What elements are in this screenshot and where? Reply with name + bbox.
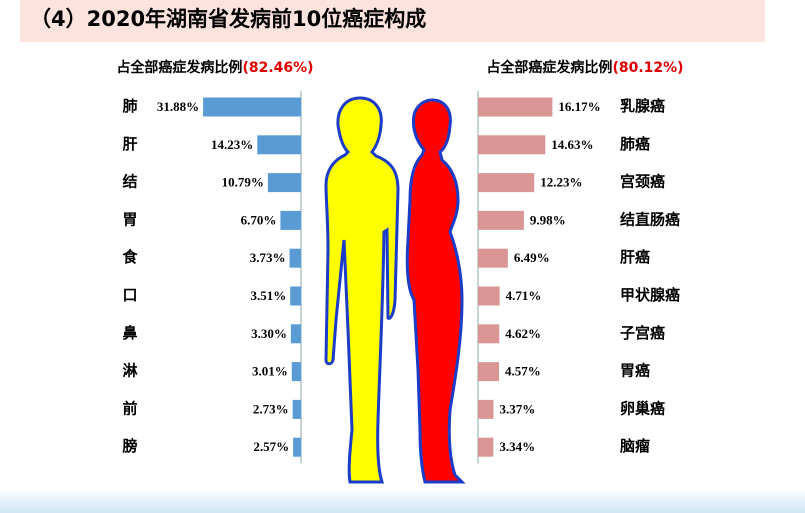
value-label: 2.73%	[253, 401, 289, 416]
category-label: 淋	[122, 362, 137, 380]
subtitle-highlight: (80.12%)	[612, 60, 683, 76]
subtitle-highlight: (82.46%)	[242, 60, 313, 76]
category-label: 肝癌	[620, 248, 650, 266]
value-label: 2.57%	[253, 439, 289, 454]
value-label: 6.49%	[514, 250, 550, 265]
bar	[478, 362, 500, 382]
category-label: 宫颈癌	[620, 173, 665, 191]
value-label: 12.23%	[540, 175, 582, 190]
value-label: 3.30%	[251, 326, 287, 341]
bar	[292, 399, 301, 419]
bar	[267, 173, 301, 193]
bar	[291, 362, 301, 382]
bar	[478, 248, 508, 268]
value-label: 9.98%	[530, 212, 566, 227]
bar	[478, 286, 500, 306]
female-silhouette	[405, 98, 466, 484]
bar	[290, 324, 301, 344]
male-silhouette	[324, 96, 400, 484]
category-label: 胃癌	[620, 362, 650, 380]
category-label: 结	[122, 173, 137, 191]
category-label: 膀	[122, 437, 137, 455]
category-label: 鼻	[122, 324, 137, 342]
value-label: 3.37%	[500, 401, 536, 416]
bar	[478, 324, 500, 344]
bottom-band	[0, 488, 805, 513]
category-label: 肺	[122, 97, 137, 115]
slide-title: （4）2020年湖南省发病前10位癌症构成	[30, 7, 426, 31]
category-label: 肺癌	[620, 135, 650, 153]
category-label: 卵巢癌	[620, 399, 665, 417]
bar	[478, 173, 535, 193]
value-label: 4.71%	[506, 288, 542, 303]
category-label: 前	[122, 399, 137, 417]
bar	[478, 97, 553, 117]
value-label: 6.70%	[241, 212, 277, 227]
title-band	[20, 0, 765, 42]
category-label: 甲状腺癌	[620, 286, 680, 304]
category-label: 胃	[122, 210, 137, 228]
chart-subtitle: 占全部癌症发病比例(82.46%)	[116, 59, 313, 76]
value-label: 16.17%	[558, 99, 600, 114]
category-label: 乳腺癌	[620, 97, 665, 115]
subtitle-text: 占全部癌症发病比例	[486, 59, 612, 76]
category-label: 口	[122, 286, 137, 304]
value-label: 4.62%	[505, 326, 541, 341]
value-label: 10.79%	[222, 175, 264, 190]
category-label: 肝	[122, 135, 137, 153]
value-label: 3.01%	[252, 364, 288, 379]
value-label: 14.23%	[211, 137, 253, 152]
value-label: 3.73%	[250, 250, 286, 265]
bar	[478, 437, 494, 457]
value-label: 4.57%	[505, 364, 541, 379]
chart-subtitle: 占全部癌症发病比例(80.12%)	[486, 59, 683, 76]
category-label: 食	[122, 248, 138, 266]
value-label: 3.34%	[499, 439, 535, 454]
bar	[478, 210, 524, 230]
value-label: 31.88%	[157, 99, 199, 114]
bar	[290, 286, 301, 306]
bar	[478, 399, 494, 419]
category-label: 子宫癌	[620, 324, 665, 342]
bar	[203, 97, 301, 117]
bar	[280, 210, 301, 230]
subtitle-text: 占全部癌症发病比例	[116, 59, 242, 76]
bar	[293, 437, 301, 457]
bar	[257, 135, 301, 155]
category-label: 结直肠癌	[620, 210, 680, 228]
bar	[478, 135, 546, 155]
bar	[289, 248, 301, 268]
value-label: 3.51%	[250, 288, 286, 303]
value-label: 14.63%	[551, 137, 593, 152]
category-label: 脑瘤	[620, 437, 650, 455]
